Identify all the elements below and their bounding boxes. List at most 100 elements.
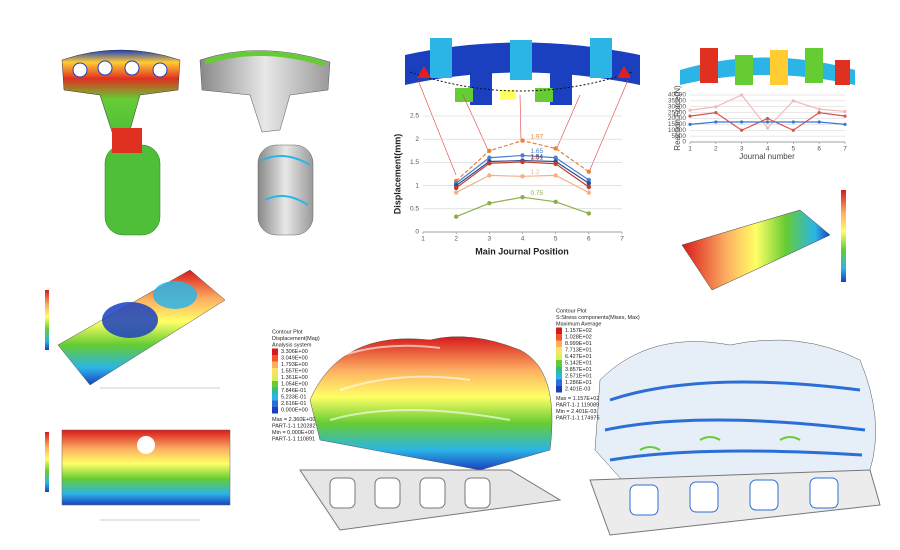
data-point [520,153,525,158]
legend-swatch [272,361,278,368]
data-label: 1.97 [531,133,544,140]
x-tick-label: 4 [521,236,525,243]
data-point [553,155,558,160]
legend-swatch [272,374,278,381]
y-tick-label: 0.5 [410,206,419,213]
legend-level: 2.401E-03 [565,386,590,392]
data-point [765,116,770,121]
data-point [714,105,718,109]
legend-swatch [556,360,562,367]
legend-level: 7.713E+01 [565,347,592,353]
data-point [843,122,847,126]
legend-level: 0.000E+00 [281,407,308,413]
legend-swatch [556,386,562,393]
y-axis-label: Reaction Force(N) [673,85,682,151]
x-tick-label: 5 [554,236,558,243]
y-tick-label: 0 [682,139,686,146]
data-point [553,173,558,178]
legend-swatch [556,347,562,354]
y-tick-label: 1.5 [410,159,419,166]
data-point [453,185,459,191]
data-point [791,128,795,132]
data-point [740,93,744,97]
legend-footer: PART-1-1 120282 [272,423,316,429]
data-point [688,114,692,118]
legend-header: Contour Plot [272,329,303,335]
x-tick-label: 5 [792,146,796,153]
data-point [843,109,847,114]
legend-swatch [556,353,562,360]
y-tick-label: 25000 [668,109,686,116]
legend-footer: Max = 2.360E+00 [272,417,315,423]
data-label: 1.2 [531,169,540,176]
data-point [714,120,718,124]
y-tick-label: 20000 [668,115,686,122]
legend-header: Maximum Average [556,321,601,327]
x-tick-label: 2 [714,146,718,153]
legend-swatch [272,355,278,362]
legend-level: 1.793E+00 [281,362,308,368]
data-point [520,174,525,179]
data-point [520,195,525,200]
legend-header: Contour Plot [556,308,587,314]
x-tick-label: 2 [454,236,458,243]
x-tick-label: 7 [843,146,847,153]
x-tick-label: 6 [587,236,591,243]
legend-level: 7.846E-01 [281,388,306,394]
data-point [487,155,492,160]
legend-header: Analysis system [272,342,312,348]
legend-header: S:Stress components(Mises, Max) [556,315,640,321]
legend-swatch [556,379,562,386]
legend-footer: PART-1-1 119089 [556,402,599,408]
legend-level: 5.142E+01 [565,360,592,366]
data-point [553,199,558,205]
data-point [520,138,525,143]
legend-swatch [272,387,278,394]
data-point [520,159,525,165]
data-label: 1.65 [531,148,544,155]
legend-swatch [272,394,278,401]
legend-swatch [272,348,278,355]
x-tick-label: 1 [421,236,425,243]
data-point [553,146,558,151]
legend-level: 1.286E+01 [565,380,592,386]
legend-level: 1.557E+00 [281,368,308,374]
data-point [688,122,692,126]
data-point [817,107,821,111]
y-tick-label: 1 [415,182,419,189]
series-line [455,196,590,218]
data-point [453,214,459,219]
legend-swatch [272,407,278,414]
data-point [765,126,770,130]
data-point [553,161,558,166]
data-point [688,108,692,112]
legend-level: 1.054E+00 [281,381,308,387]
data-point [586,184,592,190]
legend-swatch [556,373,562,380]
data-point [487,173,492,178]
data-point [487,161,492,166]
x-tick-label: 3 [740,146,744,153]
data-point [791,99,795,103]
legend-swatch [556,334,562,341]
legend-footer: PART-1-1 110891 [272,436,315,442]
x-axis-label: Journal number [739,152,795,161]
legend-level: 1.361E+00 [281,375,308,381]
legend-level: 5.233E-01 [281,394,306,400]
legend-footer: Min = 2.401E-03 [556,409,597,415]
y-tick-label: 0 [415,229,419,236]
data-point [487,201,492,206]
data-label: 1.54 [531,153,544,160]
data-point [586,190,592,195]
y-tick-label: 2.5 [410,113,419,120]
data-point [714,111,718,115]
legend-swatch [556,327,562,334]
legend-level: 8.999E+01 [565,341,592,347]
y-tick-label: 15000 [668,121,686,128]
data-point [817,111,821,115]
legend-level: 2.616E-01 [281,401,306,407]
legend-level: 2.571E+01 [565,373,592,379]
x-tick-label: 1 [688,146,692,153]
data-point [586,177,592,183]
